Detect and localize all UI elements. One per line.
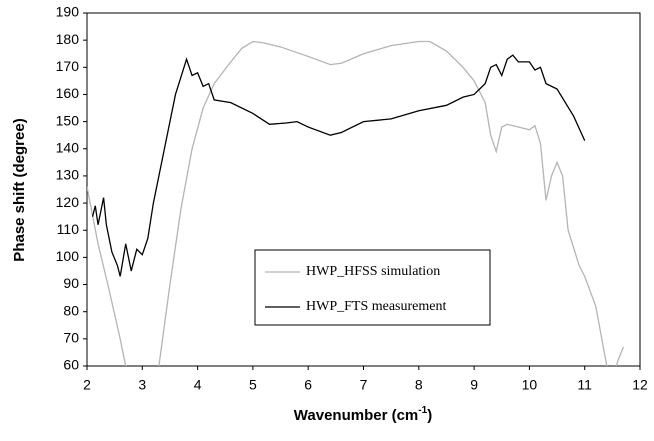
x-axis-label: Wavenumber (cm-1): [294, 405, 432, 424]
x-label-end: ): [427, 407, 432, 424]
y-tick-label: 170: [56, 58, 80, 74]
x-tick-label: 12: [632, 377, 648, 393]
y-tick-label: 130: [56, 167, 80, 183]
x-tick-label: 9: [470, 377, 478, 393]
y-tick-label: 160: [56, 85, 80, 101]
y-tick-label: 70: [63, 330, 79, 346]
x-tick-label: 2: [83, 377, 91, 393]
y-tick-label: 120: [56, 194, 80, 210]
x-tick-label: 7: [360, 377, 368, 393]
x-label-text: Wavenumber (cm: [294, 407, 418, 424]
x-tick-label: 4: [194, 377, 202, 393]
y-tick-label: 100: [56, 248, 80, 264]
x-tick-label: 5: [249, 377, 257, 393]
y-axis-label: Phase shift (degree): [11, 118, 28, 261]
x-tick-label: 8: [415, 377, 423, 393]
plot-lines: [87, 40, 625, 366]
y-tick-label: 180: [56, 31, 80, 47]
x-tick-label: 10: [522, 377, 538, 393]
x-tick-label: 6: [304, 377, 312, 393]
legend: [254, 249, 491, 326]
y-tick-label: 80: [63, 302, 79, 318]
series-line: [91, 54, 586, 277]
y-tick-label: 140: [56, 139, 80, 155]
y-tick-label: 150: [56, 112, 80, 128]
y-tick-label: 60: [63, 357, 79, 373]
y-tick-label: 90: [63, 275, 79, 291]
legend-label: HWP_FTS measurement: [306, 299, 446, 314]
y-tick-label: 190: [56, 4, 80, 20]
series-line: [87, 40, 625, 366]
x-tick-label: 11: [577, 377, 592, 393]
x-tick-label: 3: [138, 377, 146, 393]
y-tick-label: 110: [57, 221, 80, 237]
x-label-sup: -1: [418, 405, 427, 416]
legend-label: HWP_HFSS simulation: [306, 264, 440, 279]
